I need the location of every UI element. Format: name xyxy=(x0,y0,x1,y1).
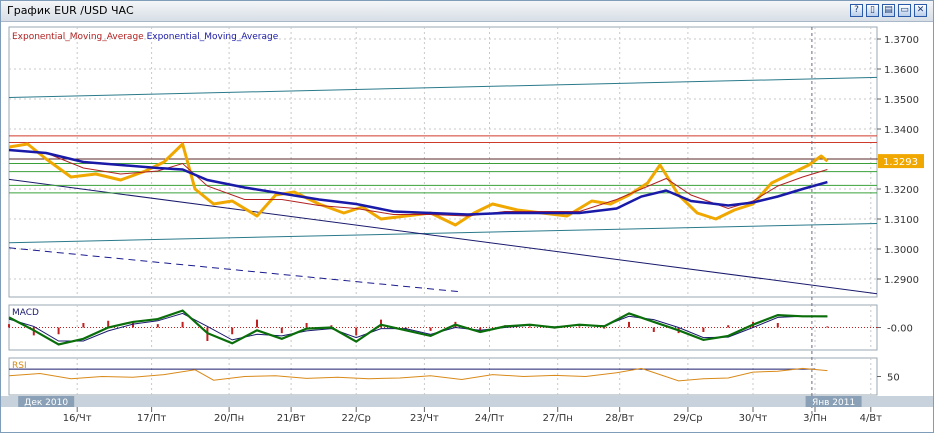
tile-button[interactable]: ▯ xyxy=(866,4,879,17)
y-tick-label-7: 1.3000 xyxy=(884,245,919,256)
x-tick-label-3: 21/Вт xyxy=(277,413,306,424)
trend-line-1 xyxy=(9,223,877,244)
y-tick-label-6: 1.3100 xyxy=(884,215,919,226)
price-series xyxy=(9,142,829,227)
ema-red-series xyxy=(8,149,828,217)
y-tick-label-0: 1.3700 xyxy=(884,35,919,46)
last-price-label: 1.3293 xyxy=(883,157,918,168)
trend-line-2 xyxy=(9,178,877,295)
price-panel xyxy=(8,26,878,298)
last-price-tag xyxy=(878,154,924,169)
rsi-legend: RSI xyxy=(12,361,27,371)
cascade-button[interactable]: ▤ xyxy=(882,4,895,17)
x-axis-bar xyxy=(1,396,933,407)
y-tick-label-8: 1.2900 xyxy=(884,275,919,286)
x-tick-label-10: 30/Чт xyxy=(739,413,768,424)
macd-series xyxy=(8,309,828,346)
y-tick-label-1: 1.3600 xyxy=(884,65,919,76)
trend-line-0 xyxy=(9,76,877,98)
legend-entry-0: Exponential_Moving_Average xyxy=(12,32,144,42)
legend: Exponential_Moving_Average Exponential_M… xyxy=(12,32,279,42)
period-label-0: Дек 2010 xyxy=(24,398,68,408)
x-tick-label-9: 29/Ср xyxy=(673,413,702,424)
macd-signal-series xyxy=(8,312,828,342)
x-tick-label-7: 27/Пн xyxy=(543,413,573,424)
window-title: График EUR /USD ЧАС xyxy=(7,4,134,17)
rsi-series xyxy=(8,367,828,382)
trend-line-3 xyxy=(9,247,462,293)
help-button[interactable]: ? xyxy=(850,4,863,17)
macd-legend: MACD xyxy=(12,308,39,318)
period-box-0 xyxy=(18,396,75,407)
x-tick-label-1: 17/Пт xyxy=(137,413,167,424)
legend-entry-1: Exponential_Moving_Average xyxy=(144,32,279,42)
x-tick-label-2: 20/Пн xyxy=(214,413,244,424)
y-tick-label-5: 1.3200 xyxy=(884,185,919,196)
y-tick-label-3: 1.3400 xyxy=(884,125,919,136)
y-tick-label-2: 1.3500 xyxy=(884,95,919,106)
title-bar[interactable]: График EUR /USD ЧАС ? ▯ ▤ ▭ ✕ xyxy=(1,1,933,22)
ema-blue-series xyxy=(8,148,828,216)
chart-area[interactable]: 1.37001.36001.35001.34001.33001.32001.31… xyxy=(1,22,933,432)
x-tick-label-4: 22/Ср xyxy=(341,413,370,424)
x-tick-label-6: 24/Пт xyxy=(475,413,505,424)
x-tick-label-0: 16/Чт xyxy=(63,413,92,424)
macd-tick-label: -0.00 xyxy=(887,324,913,335)
rsi-tick-label: 50 xyxy=(887,373,900,384)
close-button[interactable]: ✕ xyxy=(914,4,927,17)
x-tick-label-12: 4/Вт xyxy=(860,413,883,424)
period-label-1: Янв 2011 xyxy=(812,398,855,408)
x-tick-label-8: 28/Вт xyxy=(605,413,634,424)
minimize-button[interactable]: ▭ xyxy=(898,4,911,17)
x-tick-label-11: 3/Пн xyxy=(803,413,827,424)
x-tick-label-5: 23/Чт xyxy=(410,413,439,424)
period-box-1 xyxy=(805,396,862,407)
